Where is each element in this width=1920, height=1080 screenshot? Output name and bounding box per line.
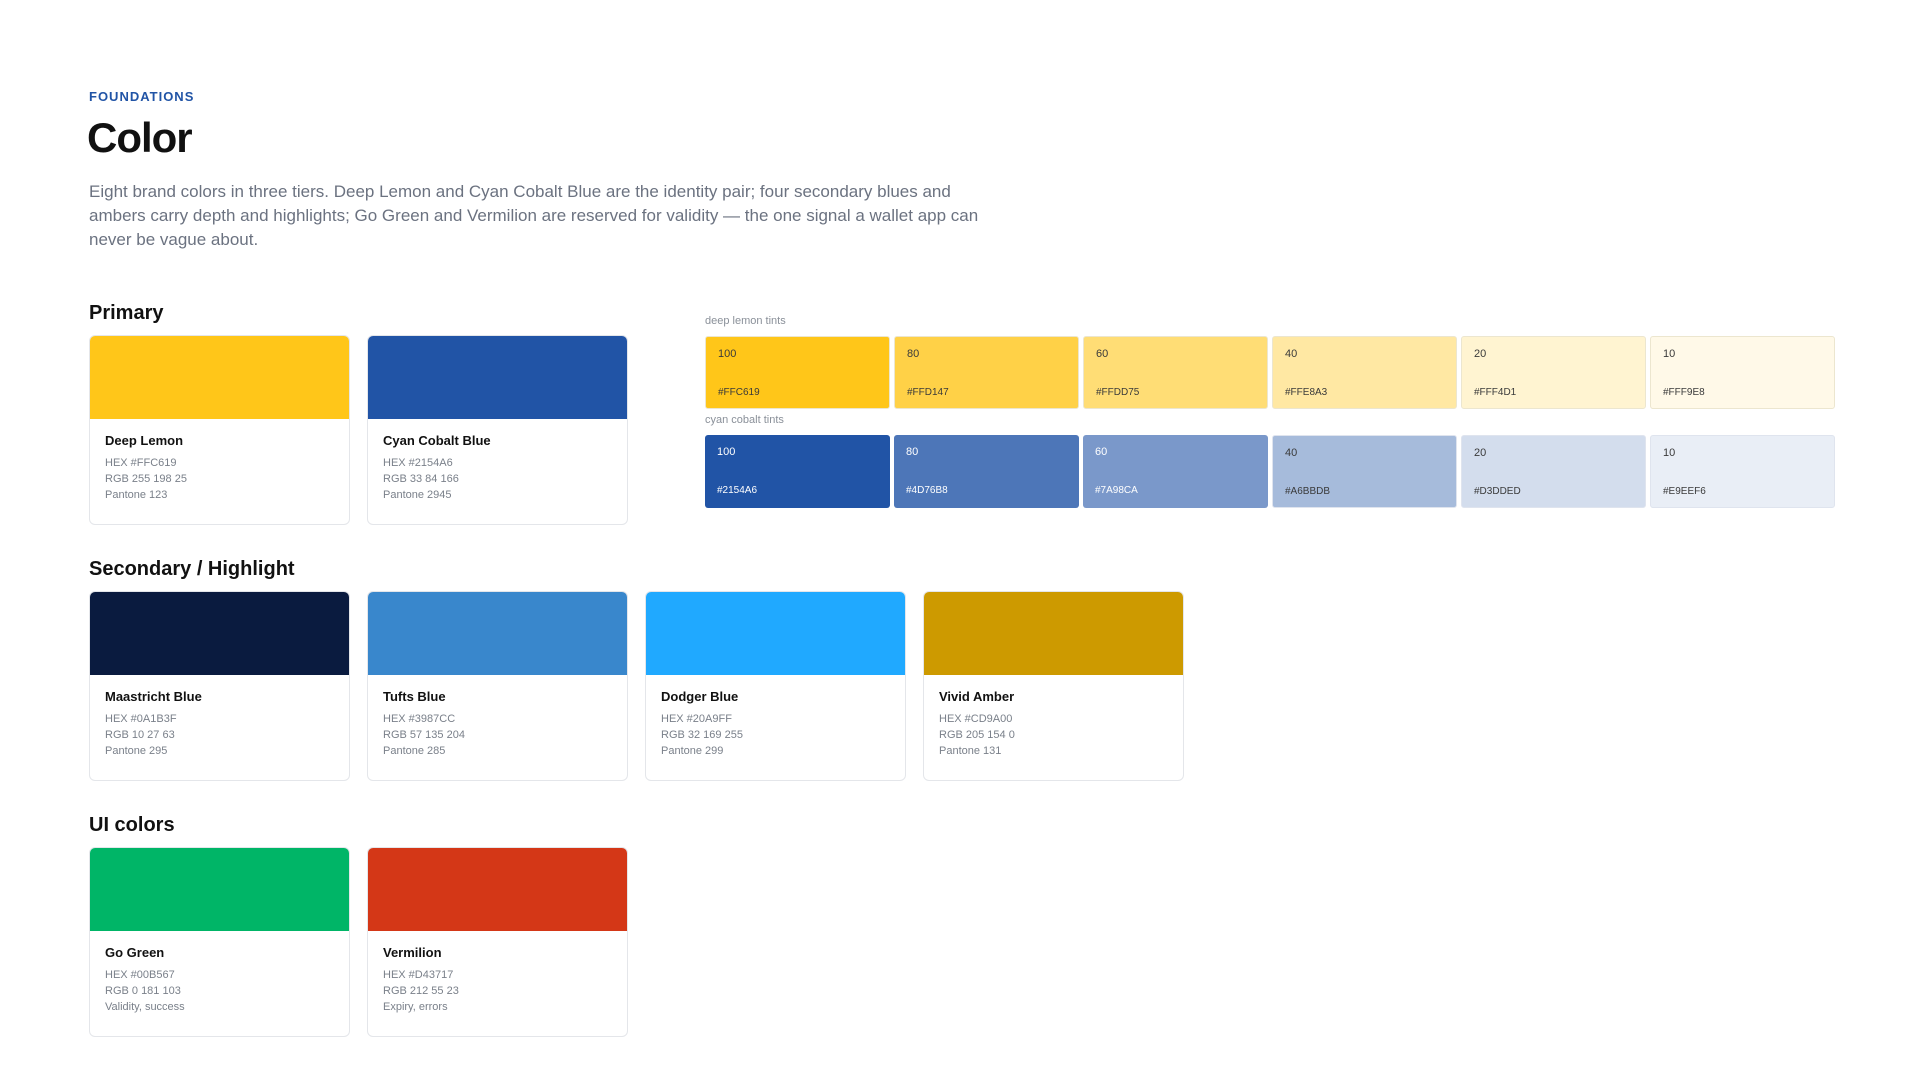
color-name: Deep Lemon bbox=[105, 433, 184, 448]
tint-hex: #4D76B8 bbox=[906, 485, 948, 496]
color-hex: HEX #2154A6 bbox=[383, 457, 453, 469]
color-note: Expiry, errors bbox=[383, 1001, 448, 1013]
tint-level: 40 bbox=[1285, 447, 1298, 459]
tint-level: 80 bbox=[906, 446, 919, 458]
color-name: Tufts Blue bbox=[383, 689, 446, 704]
color-card-cyan-cobalt-blue[interactable]: Cyan Cobalt Blue HEX #2154A6 RGB 33 84 166… bbox=[367, 335, 628, 525]
tint-level: 100 bbox=[718, 348, 737, 360]
tint-hex: #FFF9E8 bbox=[1663, 387, 1705, 398]
color-rgb: RGB 57 135 204 bbox=[383, 729, 465, 741]
tint-hex: #2154A6 bbox=[717, 485, 758, 496]
color-hex: HEX #00B567 bbox=[105, 969, 175, 981]
tint-tile[interactable]: 80 #FFD147 bbox=[894, 336, 1079, 409]
tint-tile[interactable]: 20 #FFF4D1 bbox=[1461, 336, 1646, 409]
tint-tile[interactable]: 80 #4D76B8 bbox=[894, 435, 1079, 508]
tint-hex: #7A98CA bbox=[1095, 485, 1138, 496]
color-swatch bbox=[646, 592, 905, 675]
color-swatch bbox=[90, 592, 349, 675]
tint-scale-label: cyan cobalt tints bbox=[705, 414, 784, 426]
color-hex: HEX #0A1B3F bbox=[105, 713, 177, 725]
color-note: Pantone 295 bbox=[105, 745, 168, 757]
tint-hex: #FFDD75 bbox=[1096, 387, 1140, 398]
color-card-dodger-blue[interactable]: Dodger Blue HEX #20A9FF RGB 32 169 255 Pant… bbox=[645, 591, 906, 781]
tint-tile[interactable]: 100 #FFC619 bbox=[705, 336, 890, 409]
color-note: Pantone 131 bbox=[939, 745, 1002, 757]
ui-section-title: UI colors bbox=[89, 814, 175, 836]
tint-level: 40 bbox=[1285, 348, 1298, 360]
tint-scale-label: deep lemon tints bbox=[705, 315, 786, 327]
color-rgb: RGB 255 198 25 bbox=[105, 473, 187, 485]
tint-level: 80 bbox=[907, 348, 920, 360]
color-name: Vivid Amber bbox=[939, 689, 1015, 704]
color-card-vivid-amber[interactable]: Vivid Amber HEX #CD9A00 RGB 205 154 0 Panto… bbox=[923, 591, 1184, 781]
color-rgb: RGB 0 181 103 bbox=[105, 985, 181, 997]
color-card-tufts-blue[interactable]: Tufts Blue HEX #3987CC RGB 57 135 204 Panto… bbox=[367, 591, 628, 781]
color-swatch bbox=[368, 592, 627, 675]
tint-hex: #FFD147 bbox=[907, 387, 949, 398]
color-note: Pantone 285 bbox=[383, 745, 446, 757]
tint-level: 100 bbox=[717, 446, 736, 458]
color-hex: HEX #D43717 bbox=[383, 969, 454, 981]
tint-tile[interactable]: 100 #2154A6 bbox=[705, 435, 890, 508]
tint-hex: #A6BBDB bbox=[1285, 486, 1331, 497]
tint-tile[interactable]: 20 #D3DDED bbox=[1461, 435, 1646, 508]
color-swatch bbox=[368, 848, 627, 931]
color-note: Pantone 2945 bbox=[383, 489, 452, 501]
tint-hex: #FFF4D1 bbox=[1474, 387, 1517, 398]
tint-hex: #FFE8A3 bbox=[1285, 387, 1328, 398]
tint-hex: #FFC619 bbox=[718, 387, 760, 398]
color-note: Pantone 123 bbox=[105, 489, 168, 501]
tint-hex: #D3DDED bbox=[1474, 486, 1521, 497]
color-rgb: RGB 205 154 0 bbox=[939, 729, 1015, 741]
color-rgb: RGB 10 27 63 bbox=[105, 729, 175, 741]
tint-tile[interactable]: 40 #A6BBDB bbox=[1272, 435, 1457, 508]
color-swatch bbox=[90, 336, 349, 419]
color-name: Go Green bbox=[105, 945, 165, 960]
intro-text: Eight brand colors in three tiers. Deep … bbox=[89, 182, 979, 249]
tint-tile[interactable]: 40 #FFE8A3 bbox=[1272, 336, 1457, 409]
section-eyebrow: FOUNDATIONS bbox=[89, 89, 195, 104]
tint-level: 10 bbox=[1663, 447, 1676, 459]
secondary-section-title: Secondary / Highlight bbox=[89, 558, 295, 580]
tint-hex: #E9EEF6 bbox=[1663, 486, 1706, 497]
color-hex: HEX #FFC619 bbox=[105, 457, 177, 469]
primary-section-title: Primary bbox=[89, 302, 164, 324]
color-swatch bbox=[90, 848, 349, 931]
color-name: Vermilion bbox=[383, 945, 442, 960]
color-name: Cyan Cobalt Blue bbox=[383, 433, 491, 448]
color-name: Dodger Blue bbox=[661, 689, 739, 704]
tint-level: 10 bbox=[1663, 348, 1676, 360]
color-card-go-green[interactable]: Go Green HEX #00B567 RGB 0 181 103 Validity… bbox=[89, 847, 350, 1037]
color-name: Maastricht Blue bbox=[105, 689, 202, 704]
color-card-deep-lemon[interactable]: Deep Lemon HEX #FFC619 RGB 255 198 25 Panto… bbox=[89, 335, 350, 525]
color-rgb: RGB 212 55 23 bbox=[383, 985, 459, 997]
color-rgb: RGB 33 84 166 bbox=[383, 473, 459, 485]
color-hex: HEX #3987CC bbox=[383, 713, 456, 725]
color-note: Validity, success bbox=[105, 1001, 185, 1013]
color-card-maastricht-blue[interactable]: Maastricht Blue HEX #0A1B3F RGB 10 27 63 Pa… bbox=[89, 591, 350, 781]
tint-level: 20 bbox=[1474, 348, 1487, 360]
color-rgb: RGB 32 169 255 bbox=[661, 729, 743, 741]
color-note: Pantone 299 bbox=[661, 745, 724, 757]
color-swatch bbox=[924, 592, 1183, 675]
color-hex: HEX #20A9FF bbox=[661, 713, 732, 725]
color-card-vermilion[interactable]: Vermilion HEX #D43717 RGB 212 55 23 Expiry,… bbox=[367, 847, 628, 1037]
tint-tile[interactable]: 60 #FFDD75 bbox=[1083, 336, 1268, 409]
tint-tile[interactable]: 60 #7A98CA bbox=[1083, 435, 1268, 508]
tint-level: 60 bbox=[1095, 446, 1108, 458]
color-swatch bbox=[368, 336, 627, 419]
page-title: Color bbox=[87, 114, 193, 161]
tint-tile[interactable]: 10 #E9EEF6 bbox=[1650, 435, 1835, 508]
tint-level: 60 bbox=[1096, 348, 1109, 360]
tint-level: 20 bbox=[1474, 447, 1487, 459]
color-hex: HEX #CD9A00 bbox=[939, 713, 1013, 725]
tint-tile[interactable]: 10 #FFF9E8 bbox=[1650, 336, 1835, 409]
